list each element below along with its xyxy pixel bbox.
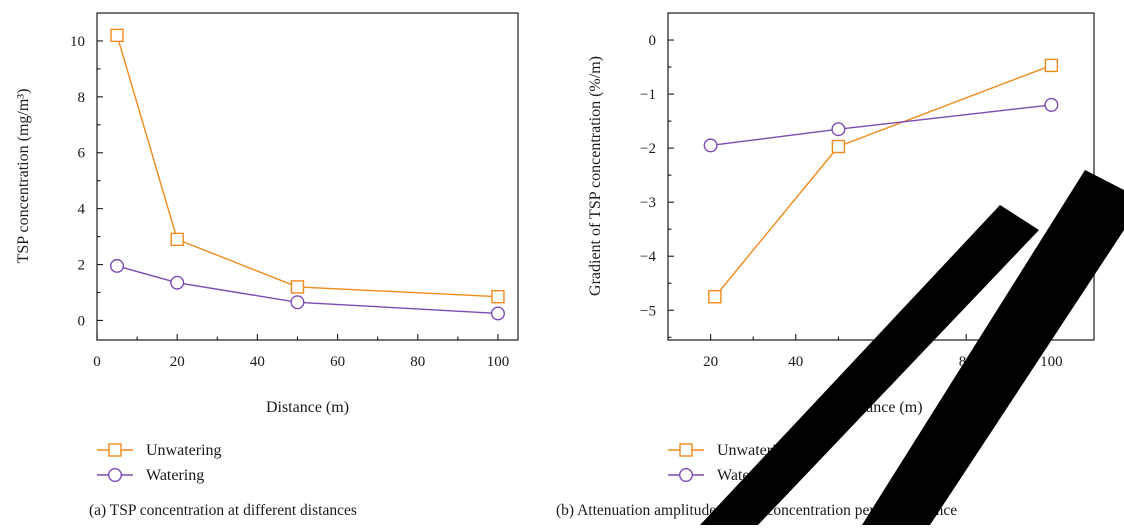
data-point-watering bbox=[170, 275, 185, 290]
y-tick-label: −4 bbox=[640, 249, 656, 265]
x-tick-label: 100 bbox=[487, 354, 510, 370]
chart-panel-a: 0 20 40 60 80 100 0 2 4 6 8 10 Distance (m) TSP conce… bbox=[15, 12, 519, 519]
data-point-watering bbox=[110, 258, 125, 273]
y-tick-label: −5 bbox=[640, 303, 656, 319]
y-tick-label: 6 bbox=[78, 146, 86, 162]
watermark-stripe-1 bbox=[700, 205, 1039, 525]
y-tick-label: −3 bbox=[640, 195, 656, 211]
x-tick-label: 20 bbox=[703, 354, 718, 370]
y-axis-title: TSP concentration (mg/m³) bbox=[15, 89, 32, 264]
x-tick-label: 60 bbox=[330, 354, 345, 370]
y-tick-label: −2 bbox=[640, 141, 656, 157]
data-point-unwatering bbox=[491, 289, 505, 304]
data-point-unwatering bbox=[290, 280, 305, 294]
x-axis-title: Distance (m) bbox=[266, 399, 349, 416]
data-point-watering bbox=[290, 295, 305, 310]
y-tick-label: 8 bbox=[78, 90, 86, 106]
x-tick-label: 0 bbox=[93, 354, 101, 370]
x-tick-label: 80 bbox=[410, 354, 425, 370]
data-point-unwatering bbox=[1044, 58, 1059, 73]
legend-marker-unwatering bbox=[679, 443, 693, 457]
watermark-stripe-2 bbox=[862, 170, 1124, 525]
y-axis-title: Gradient of TSP concentration (%/m) bbox=[587, 56, 604, 296]
legend-marker-watering bbox=[679, 468, 694, 483]
data-point-unwatering bbox=[110, 28, 124, 43]
y-tick-label: −1 bbox=[640, 87, 656, 103]
y-tick-label: 0 bbox=[649, 33, 657, 49]
series-line-watering bbox=[116, 265, 498, 315]
data-point-watering bbox=[1044, 97, 1059, 112]
y-tick-label: 2 bbox=[78, 258, 86, 274]
y-tick-label: 0 bbox=[78, 313, 86, 329]
x-tick-label: 40 bbox=[250, 354, 265, 370]
x-tick-label: 100 bbox=[1040, 354, 1063, 370]
legend-marker-unwatering bbox=[108, 443, 122, 457]
data-point-unwatering bbox=[170, 232, 184, 247]
y-tick-label: 4 bbox=[78, 202, 86, 218]
panel-caption-a: (a) TSP concentration at different dista… bbox=[89, 502, 357, 519]
plot-frame-a bbox=[96, 12, 519, 341]
x-tick-label: 20 bbox=[170, 354, 185, 370]
series-line-watering bbox=[710, 104, 1052, 147]
data-point-unwatering bbox=[708, 290, 722, 304]
legend-marker-watering bbox=[107, 468, 122, 483]
y-tick-label: 10 bbox=[70, 34, 85, 50]
series-line-unwatering bbox=[116, 35, 498, 298]
legend-label-watering: Watering bbox=[146, 467, 204, 484]
data-point-watering bbox=[703, 138, 718, 153]
watermark-diagonal-stripes bbox=[700, 170, 1124, 525]
data-point-unwatering bbox=[831, 139, 846, 154]
legend-label-unwatering: Unwatering bbox=[146, 442, 222, 459]
data-point-watering bbox=[490, 306, 505, 321]
data-point-watering bbox=[831, 122, 846, 137]
x-tick-label: 40 bbox=[788, 354, 803, 370]
